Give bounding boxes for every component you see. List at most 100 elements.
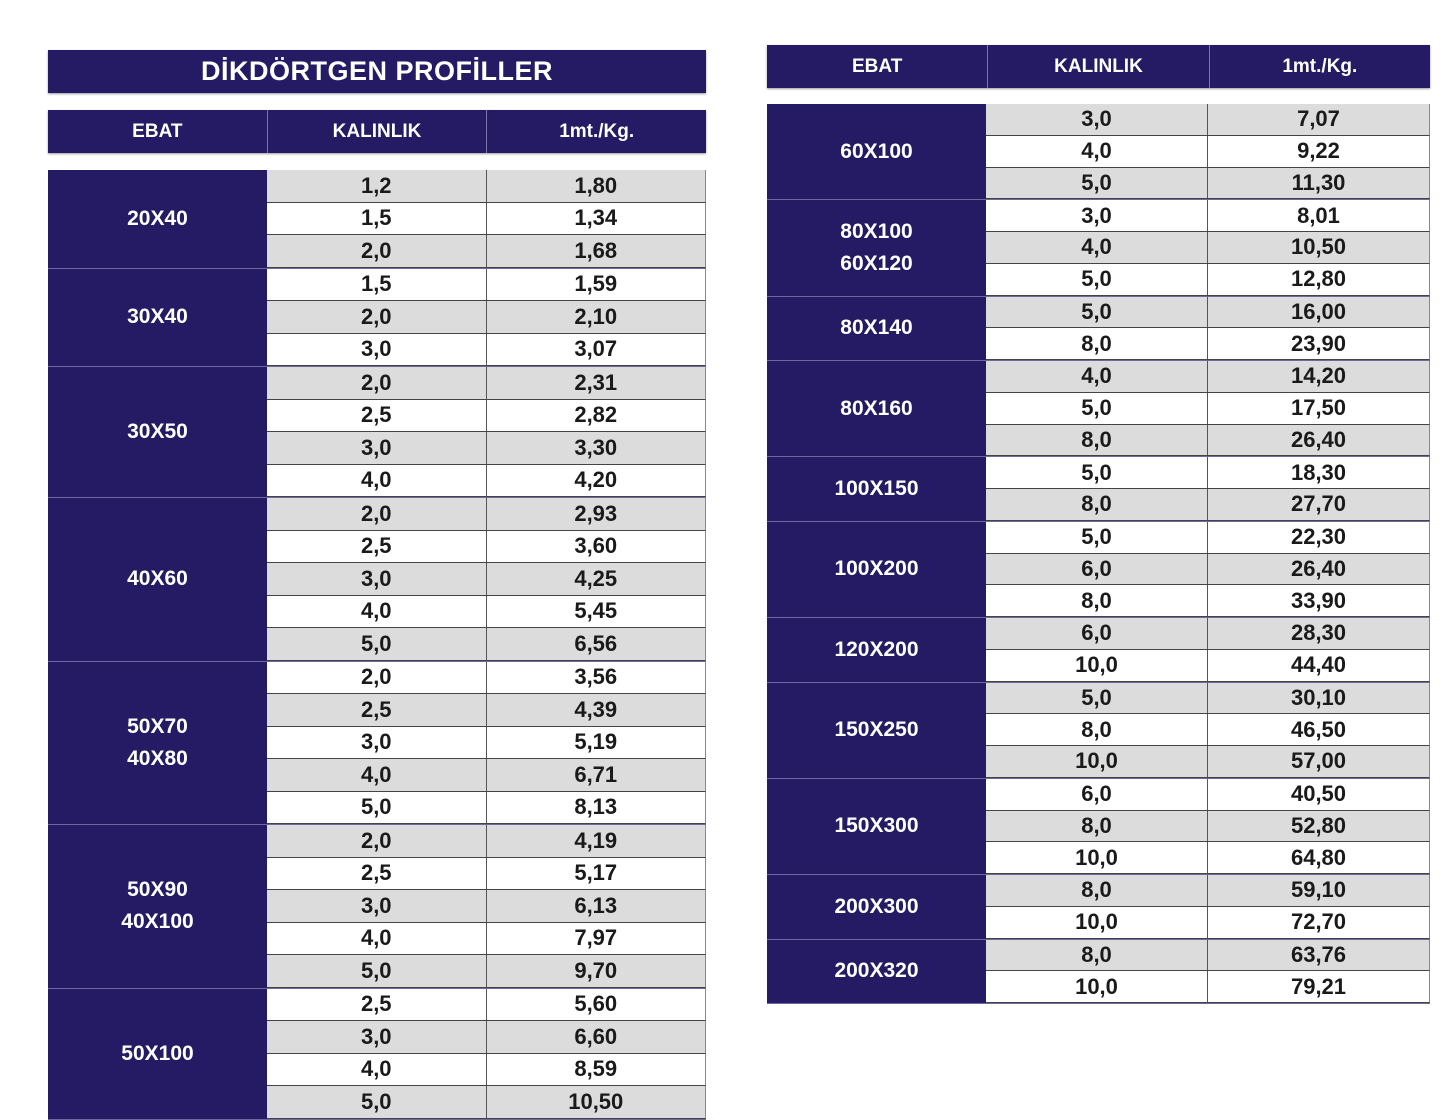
- column-header-kalinlik: KALINLIK: [266, 110, 487, 153]
- table-row: 3,0 7,07: [986, 104, 1430, 136]
- kalinlik-cell: 8,0: [1081, 426, 1112, 452]
- kalinlik-cell: 5,0: [360, 630, 392, 656]
- kalinlik-cell: 3,0: [360, 565, 392, 591]
- ebat-cell: 150X300: [767, 778, 986, 874]
- weight-cell: 26,40: [1207, 424, 1429, 456]
- weight-cell: 22,30: [1207, 521, 1429, 553]
- weight-cell: 4,19: [485, 825, 706, 857]
- table-row: 8,0 46,50: [986, 714, 1430, 746]
- ebat-label: 40X100: [121, 910, 194, 934]
- table-row: 4,0 4,20: [267, 464, 706, 497]
- table-row: 5,0 17,50: [986, 392, 1430, 425]
- column-header-kalinlik: KALINLIK: [987, 45, 1208, 88]
- table-row: 6,0 26,40: [986, 553, 1430, 586]
- table-row: 4,0 10,50: [986, 232, 1430, 264]
- size-group: 80X160 4,0 14,20 5,0 17,50 8,0 26,40: [767, 361, 1430, 458]
- weight-cell: 18,30: [1207, 457, 1429, 488]
- table-row: 5,0 9,70: [267, 955, 706, 988]
- kalinlik-cell: 3,0: [360, 892, 392, 918]
- table-row: 4,0 5,45: [267, 595, 706, 628]
- kalinlik-cell: 8,0: [1081, 877, 1112, 903]
- ebat-cell: 120X200: [767, 618, 986, 682]
- kalinlik-cell: 2,5: [360, 533, 392, 559]
- column-header-ebat: EBAT: [132, 120, 183, 142]
- weight-cell: 5,17: [485, 857, 706, 889]
- table-row: 2,0 2,93: [267, 498, 706, 531]
- ebat-label: 40X60: [127, 567, 188, 591]
- column-header-ebat: EBAT: [852, 55, 903, 77]
- kalinlik-cell: 2,0: [360, 369, 392, 395]
- ebat-label: 30X50: [127, 420, 188, 443]
- kalinlik-cell: 8,0: [1081, 587, 1112, 613]
- weight-cell: 2,82: [485, 399, 706, 431]
- ebat-label: 150X300: [834, 814, 919, 838]
- table-row: 3,0 6,60: [267, 1021, 706, 1054]
- table-row: 5,0 30,10: [986, 682, 1430, 715]
- ebat-cell: 200X320: [767, 939, 986, 1003]
- kalinlik-cell: 1,2: [360, 172, 392, 198]
- kalinlik-cell: 2,0: [360, 664, 392, 690]
- table-row: 4,0 9,22: [986, 135, 1430, 168]
- weight-cell: 23,90: [1207, 328, 1429, 359]
- size-group: 200X300 8,0 59,10 10,0 72,70: [767, 875, 1430, 940]
- kalinlik-cell: 5,0: [1081, 169, 1112, 195]
- weight-cell: 6,56: [485, 628, 706, 660]
- kalinlik-cell: 1,5: [360, 205, 392, 231]
- weight-cell: 16,00: [1207, 296, 1429, 328]
- table-row: 2,0 2,31: [267, 367, 706, 400]
- kalinlik-cell: 3,0: [360, 434, 392, 460]
- size-group: 100X150 5,0 18,30 8,0 27,70: [767, 457, 1430, 522]
- weight-cell: 7,97: [485, 922, 706, 954]
- weight-cell: 1,80: [485, 170, 706, 202]
- ebat-cell: 50X90 40X100: [48, 825, 267, 988]
- weight-cell: 6,71: [485, 759, 706, 791]
- ebat-label: 100X150: [834, 477, 919, 500]
- kalinlik-cell: 3,0: [360, 729, 392, 755]
- kalinlik-cell: 10,0: [1075, 748, 1118, 774]
- size-group: 60X100 3,0 7,07 4,0 9,22 5,0 11,30: [767, 104, 1430, 201]
- kalinlik-cell: 5,0: [1081, 266, 1112, 292]
- size-group: 200X320 8,0 63,76 10,0 79,21: [767, 939, 1430, 1004]
- ebat-label: 80X140: [840, 316, 913, 340]
- kalinlik-cell: 4,0: [1081, 234, 1112, 260]
- table-row: 4,0 14,20: [986, 361, 1430, 393]
- table-row: 5,0 22,30: [986, 521, 1430, 554]
- ebat-label: 80X160: [840, 396, 913, 420]
- table-row: 3,0 3,07: [267, 333, 706, 366]
- weight-cell: 79,21: [1207, 971, 1429, 1002]
- table-row: 2,0 3,56: [267, 661, 706, 694]
- weight-cell: 5,60: [485, 988, 706, 1020]
- kalinlik-cell: 8,0: [1081, 491, 1112, 517]
- kalinlik-cell: 4,0: [360, 761, 392, 787]
- weight-cell: 11,30: [1207, 167, 1429, 199]
- table-row: 5,0 11,30: [986, 167, 1430, 200]
- ebat-label: 50X70: [127, 714, 188, 738]
- size-group: 100X200 5,0 22,30 6,0 26,40 8,0 33,90: [767, 521, 1430, 618]
- weight-cell: 6,13: [485, 890, 706, 922]
- ebat-label: 50X90: [127, 878, 188, 902]
- kalinlik-cell: 2,0: [360, 827, 392, 853]
- ebat-label: 200X320: [834, 959, 919, 983]
- kalinlik-cell: 3,0: [1081, 202, 1112, 228]
- ebat-label: 120X200: [834, 637, 919, 661]
- kalinlik-cell: 10,0: [1075, 652, 1118, 678]
- ebat-label: 100X200: [834, 557, 919, 581]
- weight-cell: 8,01: [1207, 200, 1429, 231]
- table-row: 5,0 10,50: [267, 1086, 706, 1119]
- weight-cell: 7,07: [1207, 104, 1429, 135]
- table-row: 6,0 28,30: [986, 618, 1430, 650]
- size-group: 30X40 1,5 1,59 2,0 2,10 3,0 3,07: [48, 268, 706, 367]
- table-row: 4,0 8,59: [267, 1053, 706, 1086]
- weight-cell: 26,40: [1207, 553, 1429, 585]
- table-row: 8,0 27,70: [986, 489, 1430, 521]
- kalinlik-cell: 6,0: [1081, 555, 1112, 581]
- table-row: 3,0 6,13: [267, 890, 706, 923]
- weight-cell: 4,39: [485, 694, 706, 726]
- ebat-cell: 100X200: [767, 521, 986, 617]
- table-row: 8,0 33,90: [986, 585, 1430, 617]
- ebat-cell: 30X40: [48, 268, 267, 366]
- kalinlik-cell: 2,5: [360, 991, 392, 1017]
- kalinlik-cell: 4,0: [360, 598, 392, 624]
- ebat-label: 80X100: [840, 219, 913, 243]
- kalinlik-cell: 2,0: [360, 237, 392, 263]
